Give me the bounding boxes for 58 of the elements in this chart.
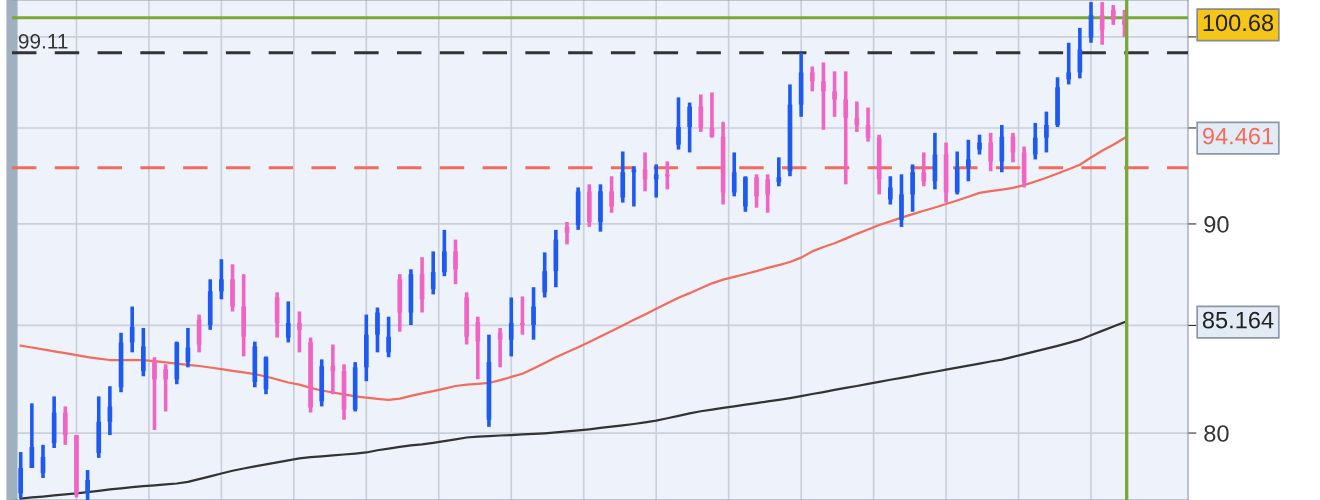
candlestick [609, 176, 614, 213]
candlestick [731, 152, 737, 197]
candlestick [542, 252, 548, 298]
candlestick [899, 174, 904, 227]
candlestick [821, 62, 826, 130]
candlestick [687, 102, 692, 153]
text: 94.461 [1203, 127, 1273, 145]
candlestick [988, 132, 993, 172]
candlestick [809, 66, 815, 92]
candlestick [230, 264, 235, 312]
candlestick [698, 94, 704, 132]
candlestick [631, 166, 637, 207]
candlestick [285, 301, 291, 343]
candlestick [375, 307, 380, 353]
candlestick [966, 139, 971, 182]
candlestick [430, 251, 436, 295]
line-series [19, 320, 1126, 500]
candlestick [386, 316, 391, 358]
candlestick [653, 164, 659, 198]
candlestick [910, 164, 915, 212]
candlestick [475, 316, 481, 380]
y-tick-label: 90 [1204, 216, 1229, 233]
y-tick-label: 80 [1204, 425, 1229, 442]
candlestick [887, 176, 893, 205]
candlestick [163, 364, 168, 412]
candlestick [1066, 42, 1072, 85]
candlestick [140, 326, 146, 377]
candlestick [1055, 77, 1060, 128]
candlestick [676, 97, 681, 150]
candlestick [219, 259, 224, 300]
ref-line-label: 99.11 [18, 33, 68, 49]
candlestick [598, 184, 603, 232]
candlestick [152, 357, 157, 430]
candlestick [921, 152, 927, 187]
candlestick [442, 229, 447, 277]
candlestick [977, 134, 982, 155]
candlestick [241, 274, 247, 357]
candlestick [754, 174, 759, 208]
candlestick [665, 161, 670, 190]
candlestick [832, 71, 837, 117]
candlestick [743, 176, 748, 212]
candlestick [62, 406, 68, 445]
candlestick [1110, 5, 1116, 25]
candlestick [297, 311, 302, 353]
text: 85.164 [1202, 311, 1274, 329]
candlestick [453, 239, 458, 285]
candlestick [508, 297, 514, 357]
candlestick [765, 174, 771, 213]
candlestick [1032, 121, 1038, 160]
candlestick [129, 306, 135, 353]
candlestick [85, 470, 90, 500]
candlestick [1044, 111, 1049, 153]
candlestick [843, 71, 849, 185]
candlestick [520, 296, 525, 335]
candlestick [464, 292, 469, 345]
text: 100.68 [1203, 14, 1274, 32]
candlestick [776, 157, 782, 187]
candlestick [531, 287, 536, 340]
